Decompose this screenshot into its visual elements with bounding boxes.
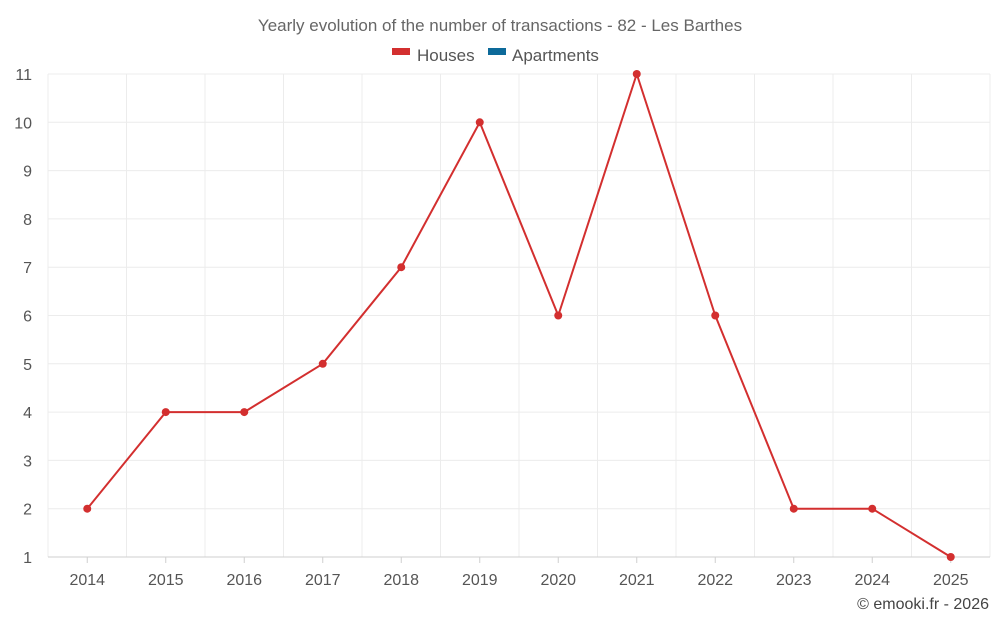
x-tick-label: 2018 bbox=[383, 572, 419, 589]
data-point-houses-2020[interactable] bbox=[554, 311, 563, 320]
series-layer bbox=[83, 70, 955, 561]
series-line-houses bbox=[86, 73, 952, 558]
x-tick-label: 2021 bbox=[619, 572, 655, 589]
x-tick-label: 2015 bbox=[148, 572, 184, 589]
legend: Houses Apartments bbox=[392, 46, 599, 65]
x-tick-label: 2025 bbox=[933, 572, 969, 589]
data-point-houses-2018[interactable] bbox=[397, 263, 406, 272]
legend-item-apartments[interactable]: Apartments bbox=[488, 46, 599, 65]
legend-item-houses[interactable]: Houses bbox=[392, 46, 475, 65]
x-tick-label: 2022 bbox=[697, 572, 733, 589]
data-point-houses-2024[interactable] bbox=[868, 504, 877, 513]
legend-swatch-houses bbox=[392, 48, 410, 55]
data-point-houses-2025[interactable] bbox=[946, 553, 955, 561]
x-axis-ticks: 2014 2015 2016 2017 2018 2019 2020 2021 2022 2023… bbox=[69, 557, 969, 589]
data-point-houses-2014[interactable] bbox=[83, 504, 92, 513]
data-point-houses-2022[interactable] bbox=[711, 311, 720, 320]
x-tick-label: 2017 bbox=[305, 572, 341, 589]
y-tick-label: 9 bbox=[23, 164, 32, 181]
legend-swatch-apartments bbox=[488, 48, 506, 55]
y-tick-label: 7 bbox=[23, 260, 32, 277]
y-tick-label: 4 bbox=[23, 405, 32, 422]
x-tick-label: 2020 bbox=[540, 572, 576, 589]
y-tick-label: 6 bbox=[23, 309, 32, 326]
y-tick-label: 1 bbox=[23, 550, 32, 567]
y-axis-ticks: 1 2 3 4 5 6 7 8 9 10 11 bbox=[14, 67, 32, 567]
legend-label-apartments: Apartments bbox=[512, 46, 599, 65]
credit-text: © emooki.fr - 2026 bbox=[857, 596, 989, 613]
y-tick-label: 10 bbox=[14, 115, 32, 132]
data-point-houses-2019[interactable] bbox=[475, 118, 484, 127]
x-tick-label: 2014 bbox=[69, 572, 105, 589]
x-tick-label: 2019 bbox=[462, 572, 498, 589]
y-tick-label: 2 bbox=[23, 502, 32, 519]
data-point-houses-2017[interactable] bbox=[318, 359, 327, 368]
y-tick-label: 8 bbox=[23, 212, 32, 229]
data-point-houses-2015[interactable] bbox=[161, 408, 170, 417]
x-tick-label: 2016 bbox=[226, 572, 262, 589]
grid bbox=[47, 73, 991, 557]
chart-title: Yearly evolution of the number of transa… bbox=[258, 16, 742, 35]
data-point-houses-2023[interactable] bbox=[789, 504, 798, 513]
data-point-houses-2021[interactable] bbox=[632, 70, 641, 78]
x-tick-label: 2023 bbox=[776, 572, 812, 589]
x-tick-label: 2024 bbox=[854, 572, 890, 589]
y-tick-label: 5 bbox=[23, 357, 32, 374]
data-point-houses-2016[interactable] bbox=[240, 408, 249, 417]
legend-label-houses: Houses bbox=[417, 46, 475, 65]
y-tick-label: 11 bbox=[15, 67, 32, 84]
y-tick-label: 3 bbox=[23, 453, 32, 470]
